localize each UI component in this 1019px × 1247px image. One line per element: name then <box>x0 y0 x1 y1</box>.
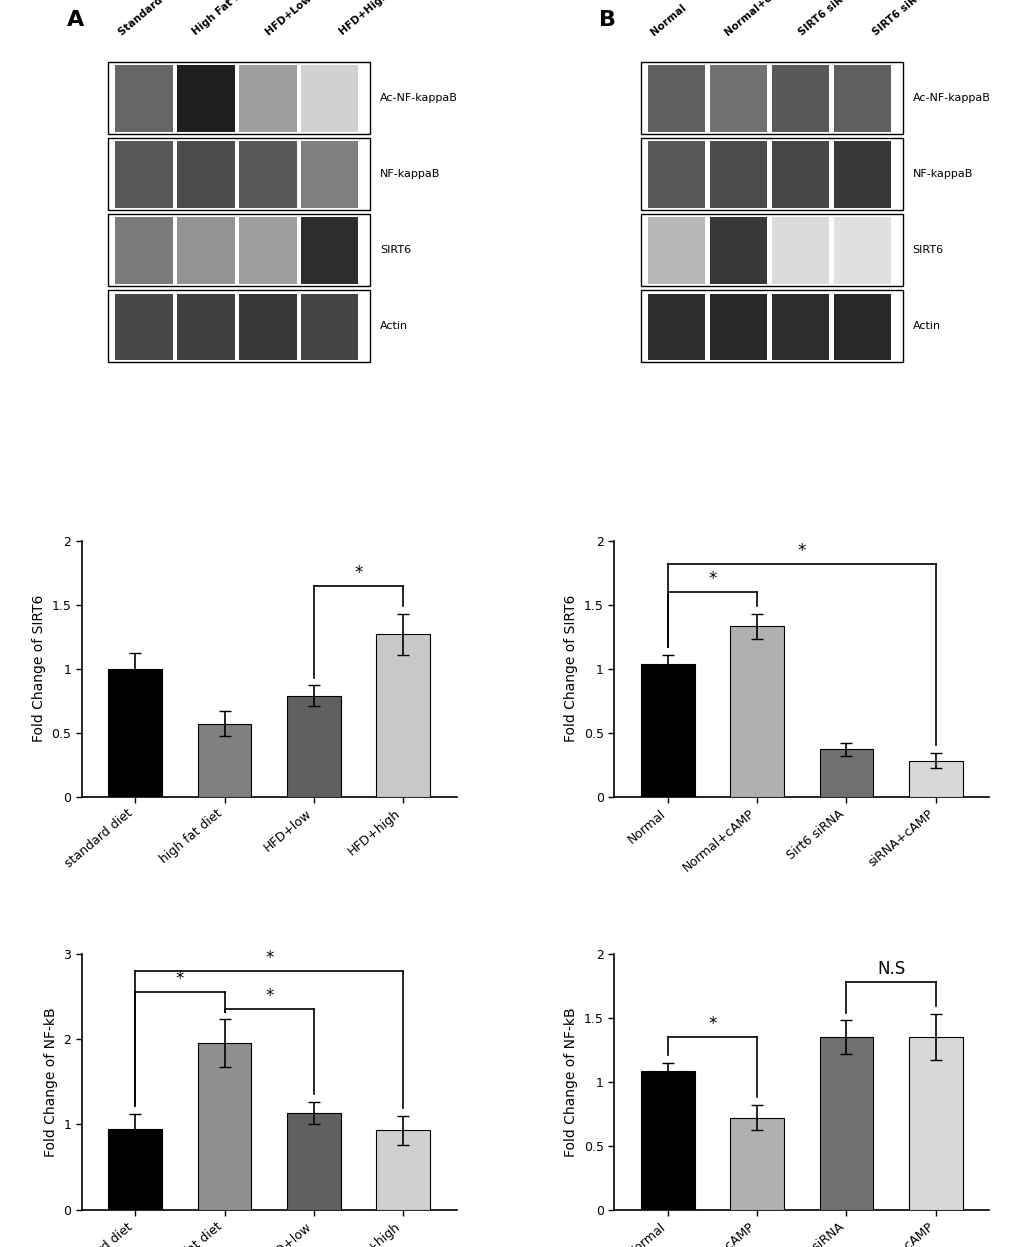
Bar <box>108 61 370 133</box>
Text: Normal+cAMP: Normal+cAMP <box>722 0 793 37</box>
Text: NF-kappaB: NF-kappaB <box>912 168 972 178</box>
Text: SIRT6 siRNA: SIRT6 siRNA <box>796 0 857 37</box>
Bar <box>286 696 340 797</box>
Bar <box>641 1071 694 1210</box>
Bar <box>771 293 828 360</box>
Bar <box>771 217 828 284</box>
Text: Normal: Normal <box>648 2 688 37</box>
Y-axis label: Fold Change of SIRT6: Fold Change of SIRT6 <box>564 595 578 742</box>
Bar <box>108 668 162 797</box>
Bar <box>908 761 962 797</box>
Bar <box>641 663 694 797</box>
Bar <box>640 291 902 362</box>
Text: *: * <box>707 570 716 589</box>
Text: Ac-NF-kappaB: Ac-NF-kappaB <box>912 92 989 102</box>
Bar <box>238 141 297 208</box>
Text: SIRT6: SIRT6 <box>912 244 943 254</box>
Text: A: A <box>66 10 84 30</box>
Text: *: * <box>265 988 273 1005</box>
Bar <box>238 293 297 360</box>
Text: *: * <box>707 1015 716 1033</box>
Bar <box>640 137 902 209</box>
Bar <box>771 65 828 132</box>
Bar <box>833 217 891 284</box>
Bar <box>730 1117 784 1210</box>
Text: HFD+Low cAMP: HFD+Low cAMP <box>264 0 341 37</box>
Text: SIRT6 siRNA+cAMP: SIRT6 siRNA+cAMP <box>869 0 962 37</box>
Bar <box>647 217 705 284</box>
Bar <box>108 137 370 209</box>
Text: *: * <box>354 564 363 581</box>
Bar <box>709 141 766 208</box>
Bar <box>647 141 705 208</box>
Text: Ac-NF-kappaB: Ac-NF-kappaB <box>379 92 458 102</box>
Bar <box>647 65 705 132</box>
Text: *: * <box>265 949 273 966</box>
Bar <box>177 141 234 208</box>
Bar <box>908 1038 962 1210</box>
Bar <box>301 217 358 284</box>
Bar <box>238 65 297 132</box>
Text: Standard Diet: Standard Diet <box>116 0 185 37</box>
Bar <box>819 749 872 797</box>
Bar <box>376 635 429 797</box>
Bar <box>376 1130 429 1210</box>
Text: *: * <box>175 970 183 989</box>
Bar <box>177 65 234 132</box>
Text: *: * <box>797 542 805 560</box>
Bar <box>115 217 172 284</box>
Bar <box>108 1129 162 1210</box>
Bar <box>771 141 828 208</box>
Bar <box>709 217 766 284</box>
Bar <box>301 141 358 208</box>
Text: N.S: N.S <box>876 960 905 978</box>
Y-axis label: Fold Change of NF-kB: Fold Change of NF-kB <box>564 1006 578 1156</box>
Bar <box>709 293 766 360</box>
Bar <box>301 65 358 132</box>
Text: High Fat Diet: High Fat Diet <box>190 0 256 37</box>
Bar <box>730 626 784 797</box>
Bar <box>640 214 902 286</box>
Text: HFD+High cAMP: HFD+High cAMP <box>337 0 418 37</box>
Bar <box>819 1038 872 1210</box>
Bar <box>640 61 902 133</box>
Text: Actin: Actin <box>912 320 940 330</box>
Text: NF-kappaB: NF-kappaB <box>379 168 440 178</box>
Bar <box>286 1114 340 1210</box>
Bar <box>108 214 370 286</box>
Bar <box>833 293 891 360</box>
Text: SIRT6: SIRT6 <box>379 244 411 254</box>
Bar <box>301 293 358 360</box>
Text: B: B <box>599 10 615 30</box>
Bar <box>238 217 297 284</box>
Bar <box>115 65 172 132</box>
Bar <box>108 291 370 362</box>
Bar <box>115 293 172 360</box>
Bar <box>177 217 234 284</box>
Bar <box>647 293 705 360</box>
Y-axis label: Fold Change of NF-kB: Fold Change of NF-kB <box>44 1006 57 1156</box>
Bar <box>833 65 891 132</box>
Bar <box>177 293 234 360</box>
Y-axis label: Fold Change of SIRT6: Fold Change of SIRT6 <box>32 595 46 742</box>
Bar <box>709 65 766 132</box>
Bar <box>198 1044 251 1210</box>
Bar <box>198 723 251 797</box>
Bar <box>833 141 891 208</box>
Bar <box>115 141 172 208</box>
Text: Actin: Actin <box>379 320 408 330</box>
